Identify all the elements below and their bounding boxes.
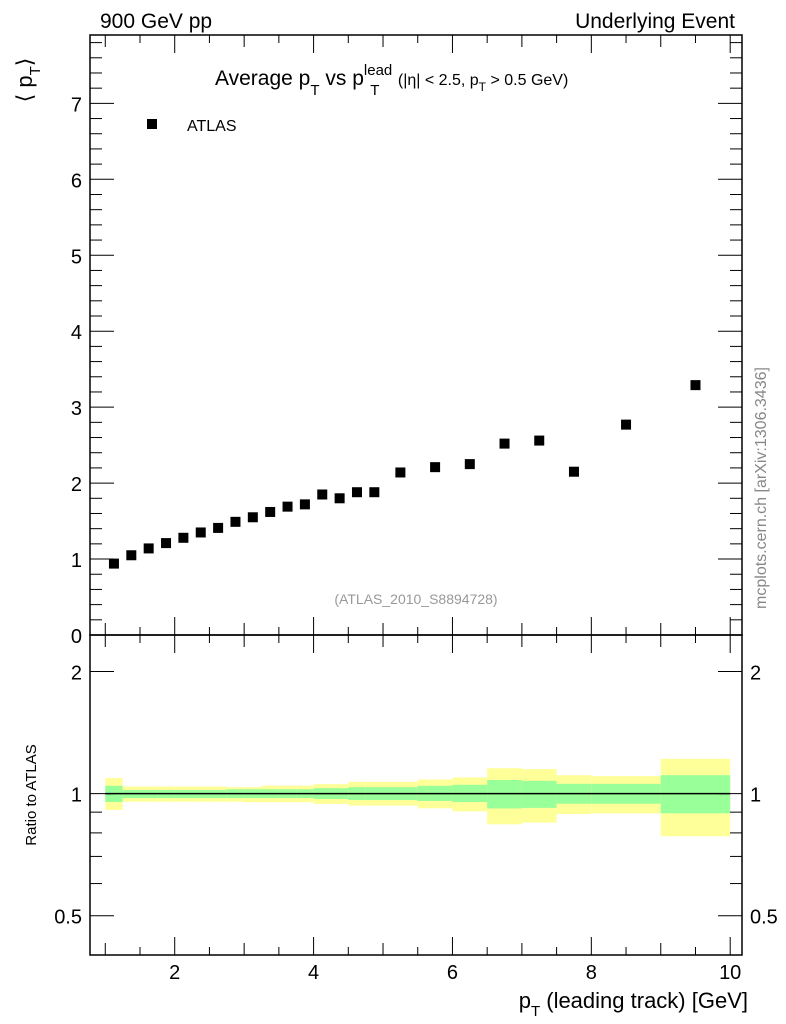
data-point — [430, 462, 441, 473]
data-point — [369, 487, 380, 498]
ratio-y-tick-label-left: 2 — [71, 662, 82, 684]
data-point — [230, 516, 241, 527]
y-tick-label: 7 — [71, 94, 82, 116]
data-point — [499, 438, 510, 449]
data-point — [126, 550, 137, 561]
data-point — [534, 435, 545, 446]
data-point — [178, 532, 189, 543]
ratio-y-tick-label-right: 2 — [750, 662, 761, 684]
x-tick-label: 4 — [308, 962, 319, 984]
y-tick-label: 4 — [71, 322, 82, 344]
x-tick-label: 6 — [447, 962, 458, 984]
data-point — [143, 543, 154, 554]
data-point — [317, 489, 328, 500]
main-panel — [108, 380, 701, 569]
data-point — [351, 487, 362, 498]
legend-marker — [147, 119, 157, 129]
header-right: Underlying Event — [575, 10, 735, 33]
data-point — [621, 419, 632, 430]
ratio-y-tick-label-left: 0.5 — [54, 907, 82, 929]
main-title: Average pT vs plead T (|η| < 2.5, pT > 0.… — [215, 62, 568, 99]
x-tick-label: 10 — [719, 962, 741, 984]
ratio-frame — [89, 634, 743, 956]
data-point — [395, 467, 406, 478]
x-axis-label: pT (leading track) [GeV] — [519, 988, 748, 1020]
data-point — [464, 459, 475, 470]
ratio-y-tick-label-left: 1 — [71, 785, 82, 807]
legend-label: ATLAS — [187, 118, 237, 135]
y-tick-label: 1 — [71, 550, 82, 572]
data-point — [108, 558, 119, 569]
y-tick-label: 2 — [71, 474, 82, 496]
ratio-y-label: Ratio to ATLAS — [23, 744, 40, 845]
header-left: 900 GeV pp — [100, 10, 212, 33]
main-y-label: ⟨ pT⟩ — [12, 58, 44, 103]
data-point — [213, 522, 224, 533]
data-point — [334, 493, 345, 504]
side-label: mcplots.cern.ch [arXiv:1306.3436] — [753, 367, 770, 609]
y-tick-label: 5 — [71, 246, 82, 268]
data-point — [161, 538, 172, 549]
data-point — [690, 380, 701, 391]
y-tick-label: 3 — [71, 398, 82, 420]
y-tick-label: 0 — [71, 626, 82, 648]
data-point — [247, 512, 258, 523]
data-point — [299, 499, 310, 510]
ratio-y-tick-label-right: 0.5 — [750, 907, 778, 929]
axes: 0 1 2 3 4 5 6 7 2 4 6 8 10 0.5 0.5 1 1 2 2 — [54, 34, 778, 984]
x-tick-label: 8 — [586, 962, 597, 984]
data-point — [568, 466, 579, 477]
data-point — [265, 506, 276, 517]
data-point — [195, 527, 206, 538]
ratio-panel — [105, 758, 731, 837]
ratio-y-tick-label-right: 1 — [750, 785, 761, 807]
x-tick-label: 2 — [169, 962, 180, 984]
ratio-inner-band — [521, 780, 557, 808]
data-point — [282, 501, 293, 512]
analysis-watermark: (ATLAS_2010_S8894728) — [334, 591, 497, 607]
y-tick-label: 6 — [71, 170, 82, 192]
